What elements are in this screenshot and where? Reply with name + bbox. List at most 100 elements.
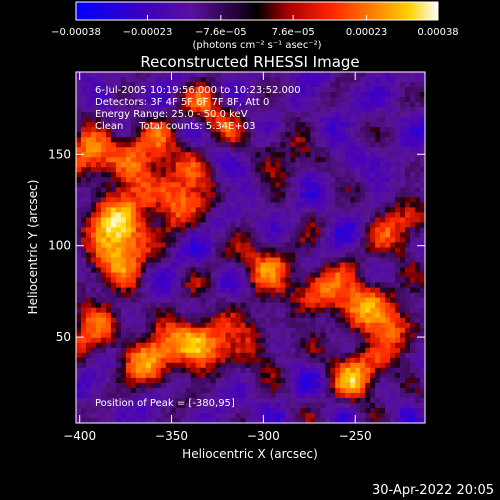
heatmap-cell (385, 267, 391, 273)
heatmap-cell (135, 347, 142, 354)
heatmap-cell (410, 72, 416, 78)
heatmap-cell (205, 402, 212, 409)
heatmap-cell (240, 322, 246, 329)
heatmap-cell (350, 77, 356, 83)
heatmap-cell (415, 327, 421, 334)
heatmap-cell (295, 232, 301, 238)
heatmap-cell (150, 162, 157, 168)
heatmap-cell (380, 392, 386, 399)
heatmap-cell (280, 92, 286, 98)
heatmap-cell (160, 402, 167, 409)
heatmap-cell (380, 152, 386, 158)
heatmap-cell (135, 252, 142, 258)
heatmap-cell (250, 332, 256, 339)
heatmap-cell (215, 177, 221, 183)
heatmap-cell (275, 127, 281, 133)
heatmap-cell (270, 377, 276, 384)
heatmap-cell (340, 102, 346, 108)
heatmap-cell (240, 347, 246, 354)
heatmap-cell (290, 322, 296, 329)
heatmap-cell (255, 302, 261, 309)
heatmap-cell (290, 262, 296, 268)
heatmap-cell (235, 152, 241, 158)
heatmap-cell (110, 252, 117, 258)
heatmap-cell (315, 267, 321, 273)
heatmap-cell (180, 182, 187, 188)
heatmap-cell (390, 417, 396, 424)
heatmap-cell (200, 417, 207, 424)
heatmap-cell (330, 362, 336, 369)
heatmap-cell (285, 152, 291, 158)
heatmap-cell (190, 347, 197, 354)
heatmap-cell (80, 267, 87, 273)
heatmap-cell (235, 182, 241, 188)
heatmap-cell (225, 337, 231, 344)
heatmap-cell (125, 317, 132, 324)
heatmap-cell (175, 82, 182, 88)
heatmap-cell (290, 92, 296, 98)
heatmap-cell (220, 137, 226, 143)
heatmap-cell (150, 227, 157, 233)
heatmap-cell (295, 237, 301, 243)
heatmap-cell (160, 302, 167, 309)
heatmap-cell (185, 212, 192, 218)
heatmap-cell (255, 267, 261, 273)
heatmap-cell (220, 387, 226, 394)
heatmap-cell (265, 132, 271, 138)
heatmap-cell (270, 262, 276, 268)
heatmap-cell (155, 372, 162, 379)
heatmap-cell (150, 347, 157, 354)
heatmap-cell (225, 97, 231, 103)
heatmap-cell (290, 392, 296, 399)
heatmap-cell (325, 252, 331, 258)
heatmap-cell (350, 162, 356, 168)
heatmap-cell (350, 207, 356, 213)
heatmap-cell (420, 227, 426, 233)
heatmap-cell (90, 167, 97, 173)
heatmap-cell (320, 122, 326, 128)
heatmap-cell (115, 357, 122, 364)
heatmap-cell (245, 167, 251, 173)
heatmap-cell (245, 132, 251, 138)
heatmap-cell (420, 222, 426, 228)
heatmap-cell (420, 202, 426, 208)
heatmap-cell (135, 307, 142, 314)
x-axis-label: Heliocentric X (arcsec) (182, 447, 318, 461)
heatmap-cell (265, 177, 271, 183)
heatmap-cell (165, 87, 172, 93)
heatmap-cell (200, 252, 207, 258)
heatmap-cell (85, 357, 92, 364)
heatmap-cell (135, 92, 142, 98)
heatmap-cell (250, 352, 256, 359)
heatmap-cell (195, 382, 202, 389)
heatmap-cell (280, 362, 286, 369)
heatmap-cell (380, 297, 386, 304)
heatmap-cell (330, 72, 336, 78)
heatmap-cell (165, 162, 172, 168)
heatmap-cell (375, 217, 381, 223)
heatmap-cell (400, 272, 406, 278)
heatmap-cell (405, 132, 411, 138)
heatmap-cell (400, 202, 406, 208)
energy-annotation: Energy Range: 25.0 - 50.0 keV (95, 109, 248, 120)
heatmap-cell (190, 277, 197, 283)
heatmap-cell (270, 202, 276, 208)
heatmap-cell (225, 77, 231, 83)
heatmap-cell (190, 127, 197, 133)
heatmap-cell (185, 187, 192, 193)
heatmap-cell (220, 382, 226, 389)
heatmap-cell (90, 222, 97, 228)
heatmap-cell (150, 262, 157, 268)
heatmap-cell (395, 247, 401, 253)
heatmap-cell (300, 222, 306, 228)
heatmap-cell (240, 162, 246, 168)
heatmap-cell (220, 72, 226, 78)
heatmap-cell (115, 302, 122, 309)
heatmap-cell (190, 402, 197, 409)
heatmap-cell (180, 127, 187, 133)
heatmap-cell (190, 367, 197, 374)
heatmap-cell (335, 152, 341, 158)
heatmap-cell (205, 187, 212, 193)
heatmap-cell (395, 302, 401, 309)
heatmap-cell (125, 122, 132, 128)
